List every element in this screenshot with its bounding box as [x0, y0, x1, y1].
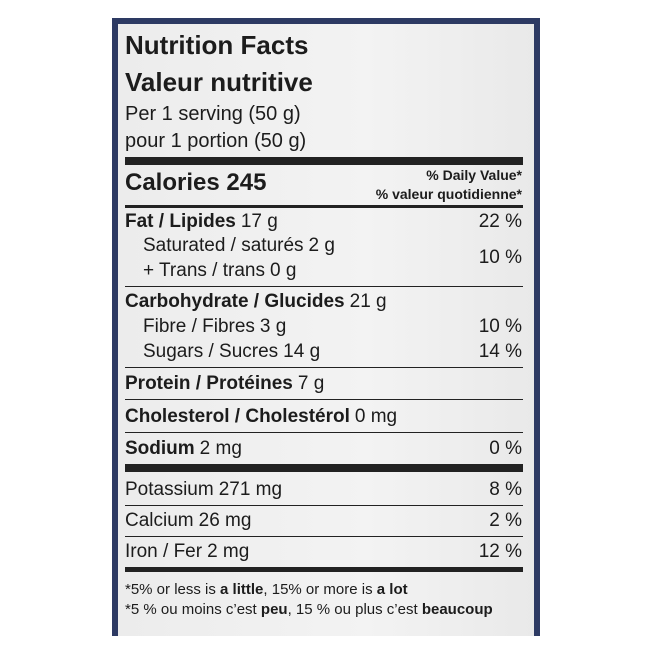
- nutrient-amount: 7 g: [297, 373, 325, 394]
- nutrient-label: + Trans / trans: [143, 260, 265, 281]
- nutrient-row: Potassium 271 mg: [125, 479, 282, 501]
- footnote-text: , 15 % ou plus c’est: [287, 601, 422, 618]
- nutrient-amount: 21 g: [349, 291, 387, 312]
- nutrient-label: Cholesterol / Cholestérol: [125, 406, 350, 427]
- nutrient-amount: 14 g: [283, 341, 321, 362]
- nutrient-row: Cholesterol / Cholestérol 0 mg: [125, 406, 397, 428]
- nutrient-amount: 271 mg: [218, 479, 283, 500]
- nutrient-amount: 0 mg: [354, 406, 398, 427]
- nutrient-label: Fat / Lipides: [125, 211, 236, 232]
- nutrient-label: Iron / Fer: [125, 541, 203, 562]
- rule: [125, 286, 523, 287]
- footnote: *5 % ou moins c’est peu, 15 % ou plus c’…: [125, 601, 493, 619]
- nutrient-amount: 2 mg: [199, 438, 242, 459]
- nutrient-row: Fat / Lipides 17 g: [125, 211, 278, 233]
- nutrient-label: Fibre / Fibres: [143, 316, 255, 337]
- nutrient-label: Saturated / saturés: [143, 235, 304, 256]
- footnote-text: a lot: [376, 581, 408, 598]
- footnote-text: peu: [260, 601, 288, 618]
- nutrient-amount: 2 g: [308, 235, 335, 256]
- rule: [125, 464, 523, 472]
- serving: pour 1 portion (50 g): [125, 130, 307, 152]
- rule: [125, 399, 523, 400]
- nutrient-row: Saturated / saturés 2 g: [143, 235, 335, 257]
- rule: [125, 536, 523, 537]
- title: Nutrition Facts: [125, 30, 309, 60]
- nutrient-row: Sodium 2 mg: [125, 438, 242, 460]
- calories: Calories 245: [125, 169, 267, 196]
- footnote-text: *5% or less is: [125, 581, 221, 598]
- rule: [125, 205, 523, 208]
- nutrient-label: Protein / Protéines: [125, 373, 293, 394]
- nutrient-amount: 26 mg: [198, 510, 252, 531]
- rule: [125, 505, 523, 506]
- nutrient-amount: 0 g: [269, 260, 297, 281]
- rule: [125, 367, 523, 368]
- nutrient-label: Sugars / Sucres: [143, 341, 279, 362]
- nutrient-row: + Trans / trans 0 g: [143, 260, 296, 282]
- nutrient-amount: 2 mg: [207, 541, 250, 562]
- dv-header: % valeur quotidienne*: [375, 186, 522, 202]
- nutrient-label: Potassium: [125, 479, 214, 500]
- footnote-text: *5 % ou moins c’est: [125, 601, 261, 618]
- label-panel: [112, 18, 540, 636]
- daily-value: 22 %: [478, 211, 522, 232]
- nutrient-label: Calcium: [125, 510, 194, 531]
- nutrient-label: Carbohydrate / Glucides: [125, 291, 345, 312]
- nutrient-label: Sodium: [125, 438, 195, 459]
- footnote-text: , 15% or more is: [263, 581, 377, 598]
- footnote: *5% or less is a little, 15% or more is …: [125, 581, 408, 599]
- footnote-text: a little: [220, 581, 264, 598]
- nutrient-amount: 3 g: [259, 316, 287, 337]
- nutrient-amount: 17 g: [240, 211, 278, 232]
- rule: [125, 157, 523, 165]
- daily-value: 8 %: [489, 479, 522, 500]
- nutrient-row: Carbohydrate / Glucides 21 g: [125, 291, 387, 313]
- daily-value: 14 %: [478, 341, 522, 362]
- rule: [125, 567, 523, 572]
- daily-value: 12 %: [478, 541, 522, 562]
- nutrient-row: Protein / Protéines 7 g: [125, 373, 324, 395]
- dv-header: % Daily Value*: [426, 167, 522, 183]
- nutrient-row: Sugars / Sucres 14 g: [143, 341, 320, 363]
- serving: Per 1 serving (50 g): [125, 103, 301, 125]
- footnote-text: beaucoup: [421, 601, 493, 618]
- rule: [125, 432, 523, 433]
- nutrient-row: Fibre / Fibres 3 g: [143, 316, 286, 338]
- daily-value: 10 %: [478, 316, 522, 337]
- daily-value: 2 %: [489, 510, 522, 531]
- daily-value: 10 %: [478, 247, 522, 268]
- daily-value: 0 %: [489, 438, 522, 459]
- nutrient-row: Iron / Fer 2 mg: [125, 541, 249, 563]
- title: Valeur nutritive: [125, 67, 313, 97]
- nutrient-row: Calcium 26 mg: [125, 510, 251, 532]
